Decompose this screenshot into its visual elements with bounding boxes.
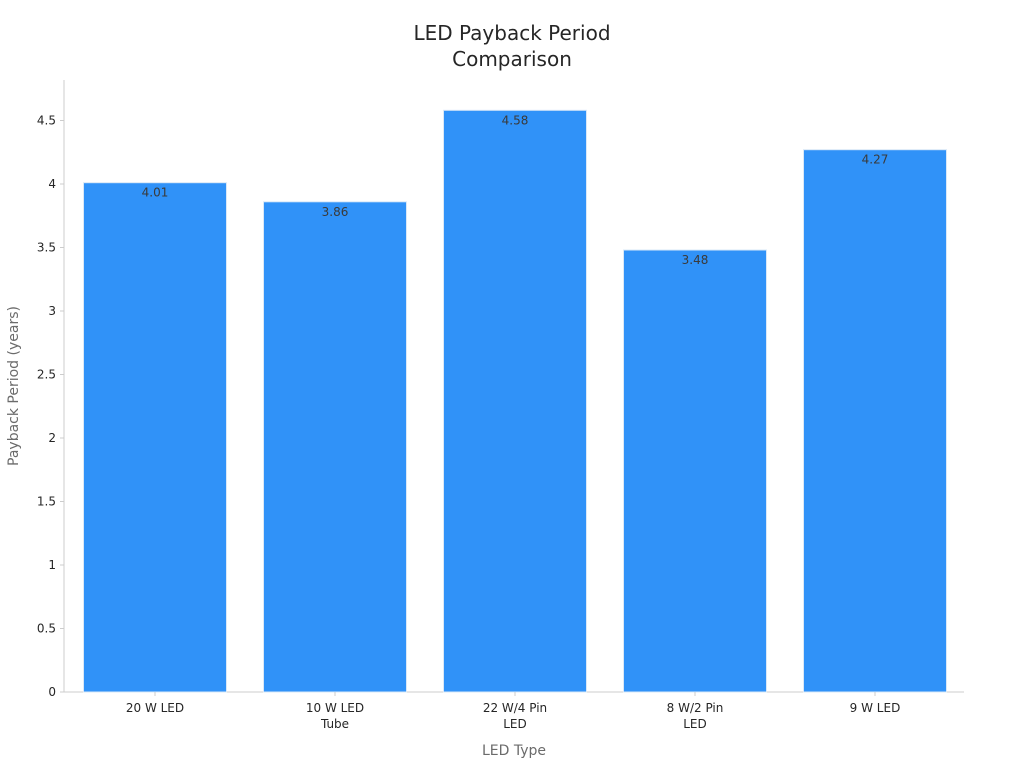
- bar-3: [443, 109, 587, 693]
- bar-5: [803, 149, 947, 693]
- chart-title: LED Payback Period Comparison: [413, 21, 610, 71]
- chart-title-line-2: Comparison: [452, 47, 572, 71]
- x-tick-label-line: 10 W LED: [306, 701, 364, 715]
- data-label-4: 3.48: [682, 253, 709, 267]
- y-tick-label-9: 4.5: [37, 114, 56, 128]
- y-tick-label-8: 4: [48, 177, 56, 191]
- x-tick-label-line: LED: [503, 717, 527, 731]
- y-axis-ticks: 0 0.5 1 1.5 2 2.5 3 3.5 4 4.5: [37, 114, 64, 699]
- x-tick-label-line: 20 W LED: [126, 701, 184, 715]
- y-tick-label-5: 2.5: [37, 368, 56, 382]
- y-tick-label-7: 3.5: [37, 241, 56, 255]
- x-tick-label-line: 9 W LED: [850, 701, 901, 715]
- x-tick-label-2: 10 W LED Tube: [306, 701, 364, 731]
- y-tick-label-3: 1.5: [37, 495, 56, 509]
- chart-title-line-1: LED Payback Period: [413, 21, 610, 45]
- bar-4: [623, 249, 767, 693]
- x-tick-label-line: 22 W/4 Pin: [483, 701, 547, 715]
- data-labels-group: 4.01 3.86 4.58 3.48 4.27: [142, 113, 889, 267]
- bar-2: [263, 201, 407, 693]
- x-tick-label-5: 9 W LED: [850, 701, 901, 715]
- data-label-1: 4.01: [142, 186, 169, 200]
- y-tick-label-4: 2: [48, 431, 56, 445]
- bars-group: [83, 109, 947, 693]
- y-axis-title: Payback Period (years): [6, 306, 22, 466]
- x-tick-label-line: LED: [683, 717, 707, 731]
- y-tick-label-2: 1: [48, 558, 56, 572]
- y-tick-label-0: 0: [48, 685, 56, 699]
- y-tick-label-6: 3: [48, 304, 56, 318]
- x-tick-label-line: Tube: [320, 717, 349, 731]
- x-axis-title: LED Type: [482, 743, 546, 759]
- x-tick-label-4: 8 W/2 Pin LED: [667, 701, 724, 731]
- bar-1: [83, 182, 227, 693]
- x-tick-label-1: 20 W LED: [126, 701, 184, 715]
- y-tick-label-1: 0.5: [37, 622, 56, 636]
- data-label-3: 4.58: [502, 113, 529, 127]
- data-label-5: 4.27: [862, 153, 889, 167]
- x-tick-label-line: 8 W/2 Pin: [667, 701, 724, 715]
- x-tick-label-3: 22 W/4 Pin LED: [483, 701, 547, 731]
- data-label-2: 3.86: [322, 205, 349, 219]
